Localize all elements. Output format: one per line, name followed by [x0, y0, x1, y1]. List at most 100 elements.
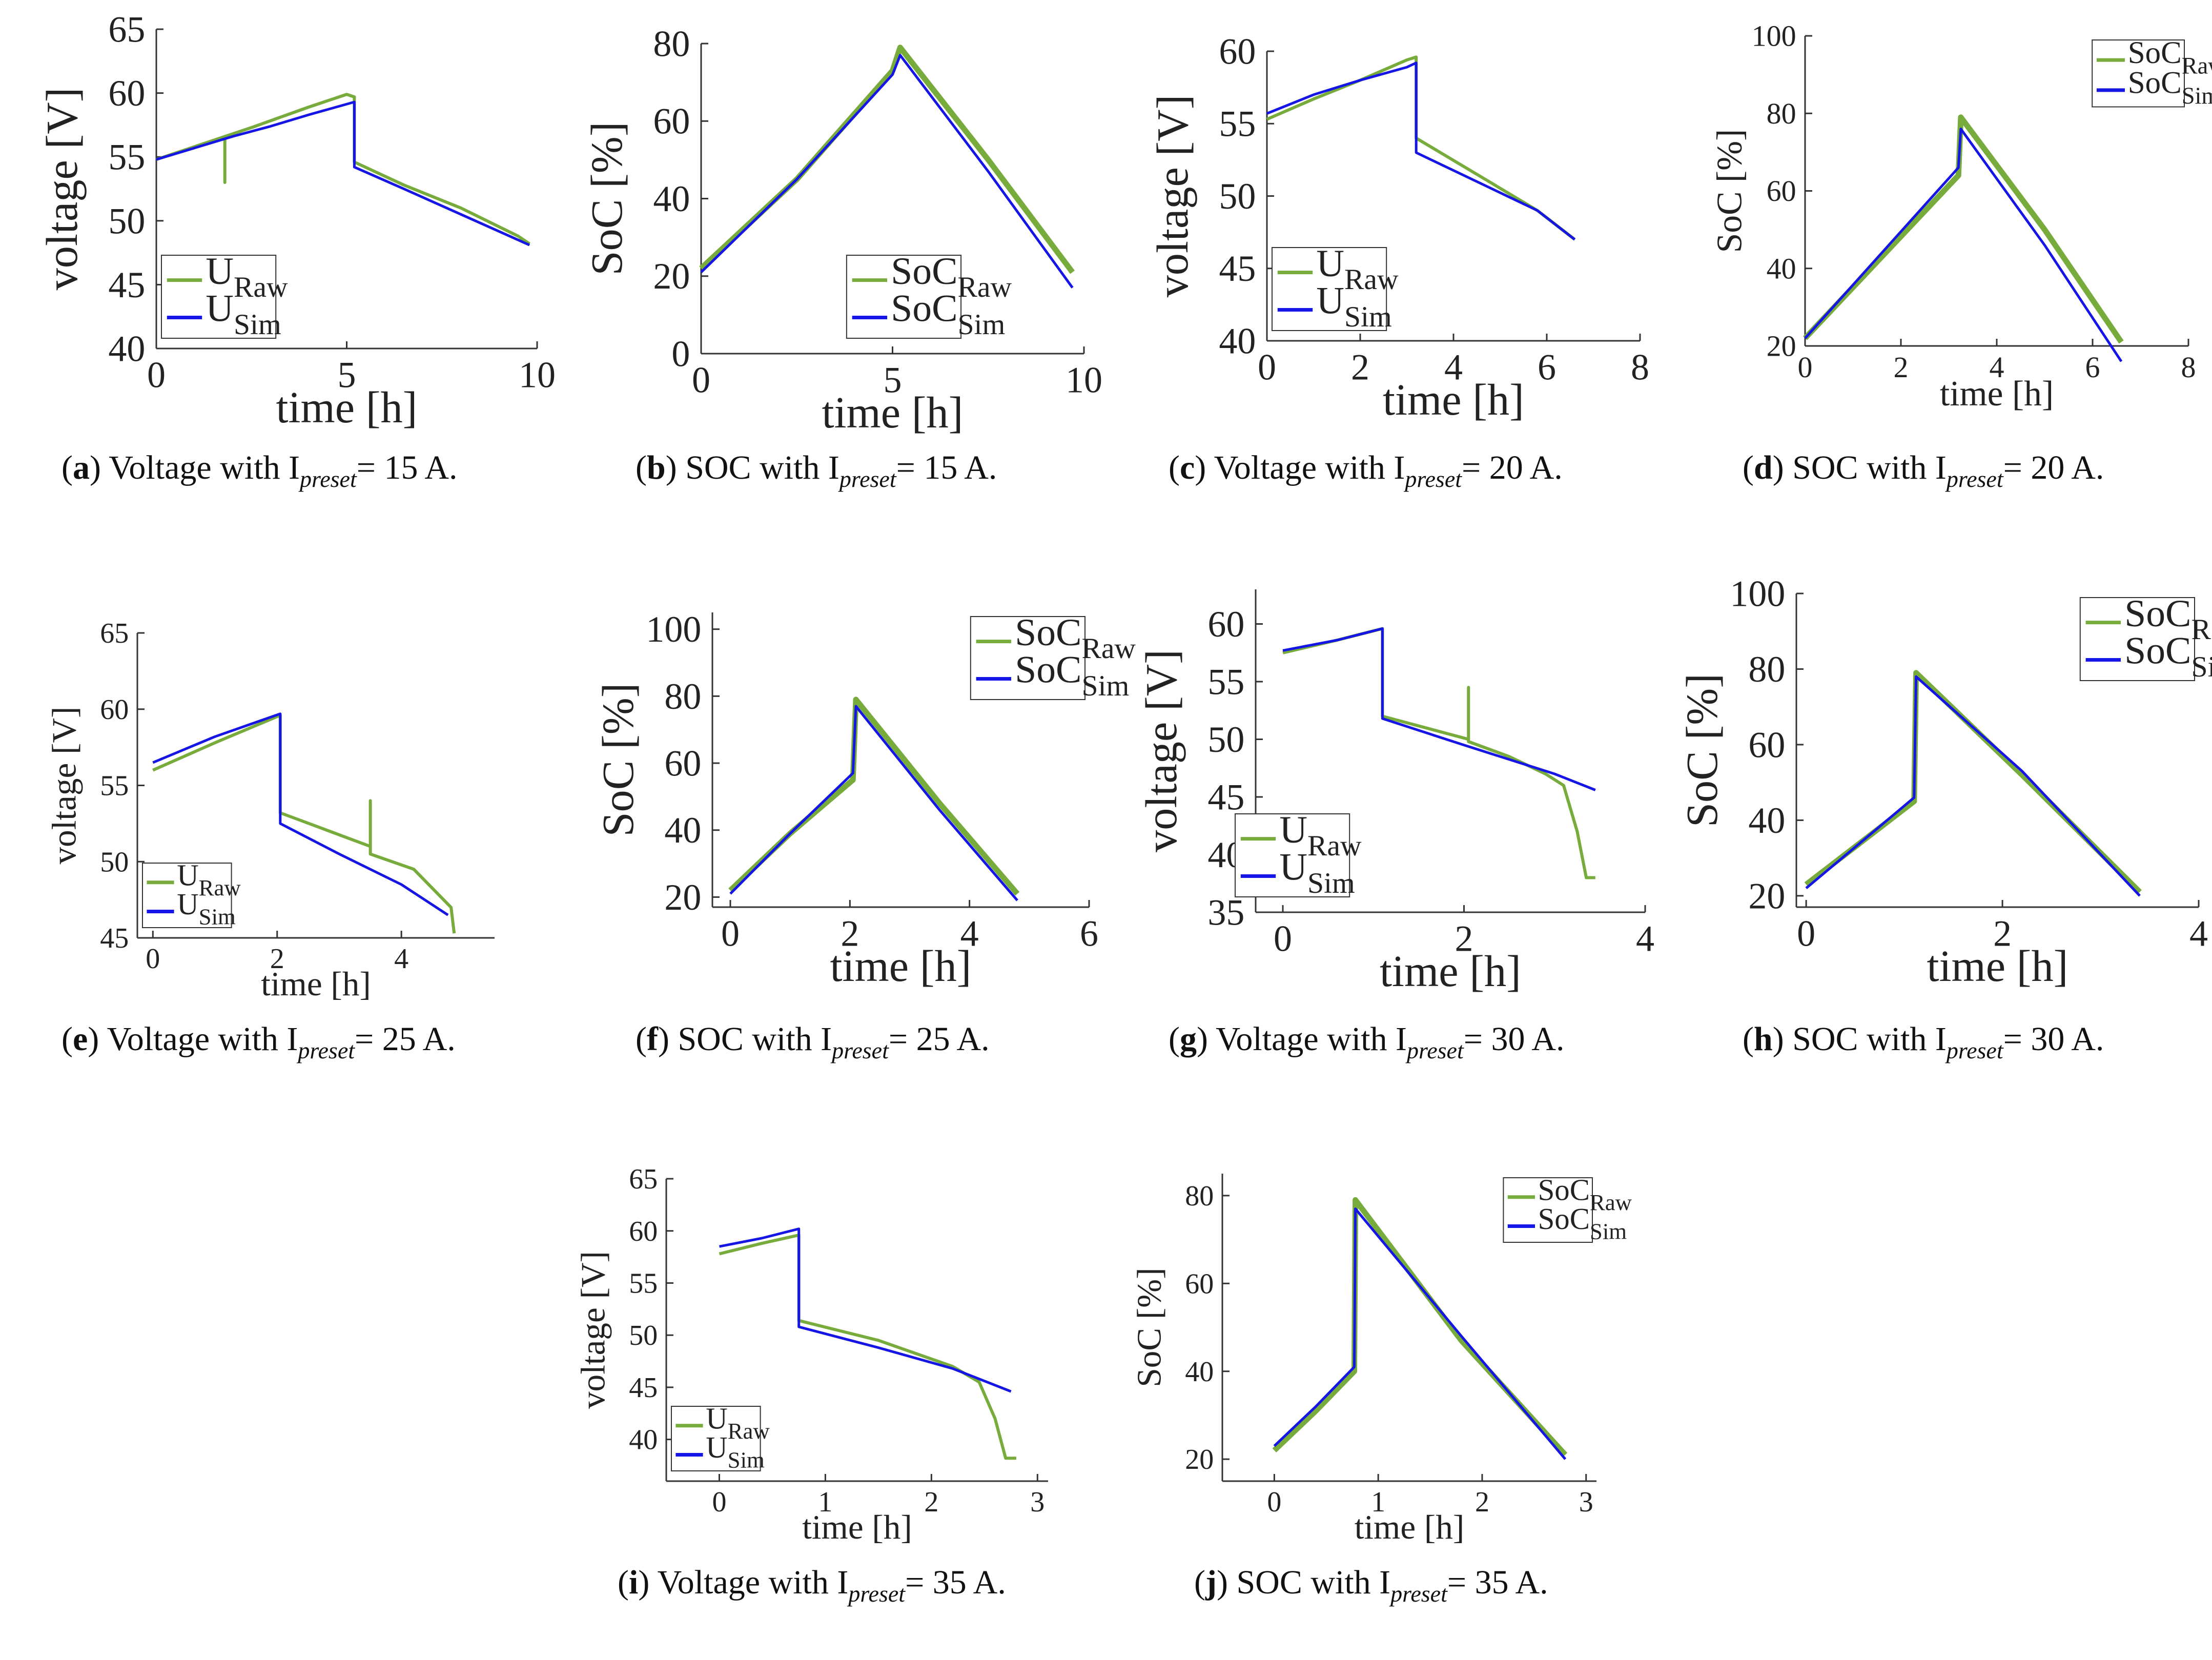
- x-tick-label: 0: [1274, 918, 1292, 959]
- x-tick-label: 0: [1798, 351, 1813, 384]
- x-tick-label: 2: [270, 943, 284, 975]
- y-tick-label: 100: [646, 609, 701, 650]
- series-line-soc-sim: [1805, 675, 2141, 897]
- x-tick-label: 5: [884, 360, 902, 401]
- x-tick-label: 2: [1351, 347, 1369, 388]
- x-tick-label: 4: [2189, 913, 2208, 954]
- y-tick-label: 40: [1748, 800, 1785, 841]
- x-axis-label: time [h]: [1927, 941, 2068, 991]
- y-tick-label: 40: [1767, 252, 1796, 285]
- legend-box: [142, 863, 232, 928]
- y-tick-label: 80: [1185, 1180, 1214, 1212]
- legend-box: [161, 255, 277, 339]
- series-line-soc-raw: [1803, 114, 2124, 344]
- y-tick-label: 55: [629, 1267, 658, 1299]
- x-tick-label: 6: [2085, 351, 2100, 384]
- x-tick-label: 2: [1894, 351, 1909, 384]
- caption-d: (d) SOC with Ipreset= 20 A.: [1743, 449, 2104, 492]
- caption-g: (g) Voltage with Ipreset= 30 A.: [1169, 1020, 1565, 1063]
- y-tick-label: 55: [100, 770, 129, 802]
- y-tick-label: 55: [1207, 661, 1244, 702]
- y-tick-label: 65: [100, 618, 129, 649]
- series-line-u-sim: [1282, 627, 1596, 791]
- y-tick-label: 50: [100, 846, 129, 878]
- series-line-soc-sim: [729, 705, 1018, 901]
- y-tick-label: 55: [108, 137, 145, 178]
- x-tick-label: 0: [1267, 1486, 1281, 1518]
- y-tick-label: 20: [1767, 330, 1796, 363]
- y-tick-label: 20: [664, 877, 701, 918]
- x-tick-label: 4: [1444, 347, 1463, 388]
- y-tick-label: 100: [1730, 573, 1785, 614]
- y-axis-label: voltage [V]: [574, 1251, 612, 1409]
- chart-a: 0 5 10 40 45 50 55 60 65 time [h] voltage [V] URawU…: [37, 9, 556, 432]
- chart-h: 0 2 4 20 40 60 80 100 time [h] SoC [%] SoCRawSoCSi…: [1677, 573, 2212, 991]
- y-tick-label: 40: [1219, 320, 1256, 361]
- y-tick-label: 50: [629, 1320, 658, 1351]
- series-line-soc-sim: [1273, 1207, 1567, 1460]
- x-axis-label: time [h]: [1355, 1508, 1465, 1546]
- series-line-soc-sim: [700, 54, 1074, 289]
- y-tick-label: 0: [671, 333, 690, 374]
- y-axis-label: SoC [%]: [593, 683, 643, 837]
- x-tick-label: 10: [1066, 360, 1102, 401]
- x-tick-label: 6: [1080, 913, 1098, 954]
- x-tick-label: 1: [1371, 1486, 1385, 1518]
- y-tick-label: 45: [1219, 248, 1256, 289]
- y-tick-label: 50: [108, 200, 145, 241]
- x-axis-label: time [h]: [830, 941, 972, 991]
- chart-c: 0 2 4 6 8 40 45 50 55 60 time [h] voltage [V] URawUS…: [1148, 31, 1649, 424]
- caption-a: (a) Voltage with Ipreset= 15 A.: [62, 449, 458, 492]
- caption-h: (h) SOC with Ipreset= 30 A.: [1743, 1020, 2104, 1063]
- series-line-u-raw: [152, 713, 456, 934]
- x-tick-label: 0: [146, 943, 160, 975]
- x-tick-label: 2: [924, 1486, 938, 1518]
- caption-b: (b) SOC with Ipreset= 15 A.: [636, 449, 997, 492]
- y-tick-label: 50: [1219, 176, 1256, 217]
- series-line-u-raw: [1266, 55, 1576, 241]
- y-tick-label: 60: [1185, 1268, 1214, 1300]
- caption-i: (i) Voltage with Ipreset= 35 A.: [618, 1564, 1006, 1607]
- y-tick-label: 65: [108, 9, 145, 50]
- caption-j: (j) SOC with Ipreset= 35 A.: [1194, 1564, 1548, 1607]
- y-tick-label: 100: [1752, 19, 1796, 53]
- y-tick-label: 80: [1748, 649, 1785, 690]
- y-tick-label: 60: [1748, 724, 1785, 765]
- legend-box: [2092, 39, 2185, 108]
- y-axis-label: voltage [V]: [1148, 95, 1197, 298]
- x-tick-label: 8: [2181, 351, 2196, 384]
- x-tick-label: 6: [1538, 347, 1556, 388]
- y-tick-label: 20: [1748, 875, 1785, 916]
- chart-i: 0 1 2 3 40 45 50 55 60 65 time [h] voltage [V] URawU…: [574, 1163, 1048, 1546]
- x-axis-label: time [h]: [1383, 375, 1524, 424]
- x-tick-label: 4: [1636, 918, 1654, 959]
- y-tick-label: 60: [1207, 604, 1244, 645]
- x-tick-label: 8: [1631, 347, 1649, 388]
- legend-box: [846, 255, 962, 339]
- caption-f: (f) SOC with Ipreset= 25 A.: [636, 1020, 990, 1063]
- y-tick-label: 60: [629, 1216, 658, 1247]
- series-line-soc-raw: [1804, 670, 2142, 894]
- x-axis-label: time [h]: [1380, 947, 1521, 996]
- legend-box: [1503, 1177, 1593, 1243]
- y-tick-label: 55: [1219, 104, 1256, 145]
- y-tick-label: 40: [629, 1424, 658, 1456]
- series-line-u-sim: [156, 100, 530, 247]
- y-tick-label: 60: [108, 73, 145, 114]
- y-tick-label: 40: [108, 328, 145, 369]
- x-tick-label: 4: [1990, 351, 2004, 384]
- x-tick-label: 0: [147, 355, 166, 396]
- x-tick-label: 10: [519, 355, 556, 396]
- legend-box: [970, 616, 1086, 700]
- y-axis-label: SoC [%]: [582, 122, 631, 276]
